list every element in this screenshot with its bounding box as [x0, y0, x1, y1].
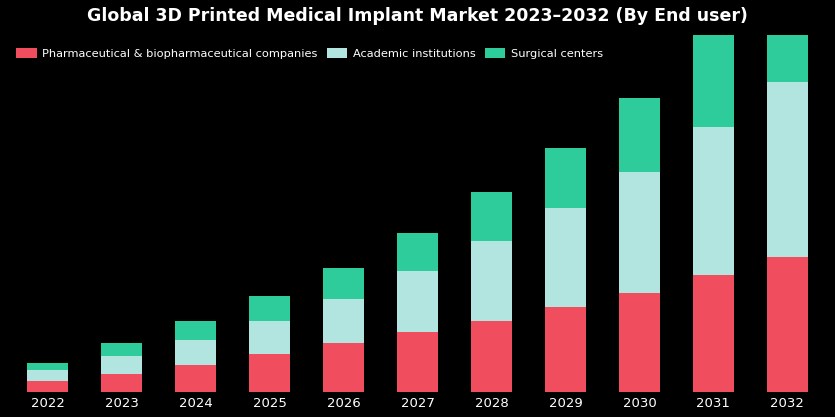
- Bar: [545, 208, 586, 307]
- Bar: [323, 299, 364, 343]
- Bar: [767, 82, 807, 257]
- Bar: [101, 374, 142, 392]
- Bar: [175, 340, 216, 365]
- Bar: [619, 172, 660, 293]
- Bar: [323, 343, 364, 392]
- Bar: [619, 293, 660, 392]
- Bar: [323, 269, 364, 299]
- Bar: [693, 33, 734, 127]
- Bar: [471, 321, 512, 392]
- Bar: [249, 296, 290, 321]
- Bar: [767, 0, 807, 82]
- Bar: [28, 363, 68, 370]
- Bar: [397, 271, 438, 332]
- Bar: [28, 370, 68, 381]
- Bar: [175, 365, 216, 392]
- Bar: [249, 321, 290, 354]
- Title: Global 3D Printed Medical Implant Market 2023–2032 (By End user): Global 3D Printed Medical Implant Market…: [87, 7, 748, 25]
- Bar: [101, 357, 142, 374]
- Bar: [619, 98, 660, 172]
- Bar: [28, 381, 68, 392]
- Bar: [175, 321, 216, 340]
- Bar: [767, 257, 807, 392]
- Bar: [693, 275, 734, 392]
- Bar: [397, 233, 438, 271]
- Bar: [693, 127, 734, 275]
- Bar: [397, 332, 438, 392]
- Bar: [545, 307, 586, 392]
- Legend: Pharmaceutical & biopharmaceutical companies, Academic institutions, Surgical ce: Pharmaceutical & biopharmaceutical compa…: [13, 44, 606, 62]
- Bar: [249, 354, 290, 392]
- Bar: [545, 148, 586, 208]
- Bar: [101, 343, 142, 357]
- Bar: [471, 191, 512, 241]
- Bar: [471, 241, 512, 321]
